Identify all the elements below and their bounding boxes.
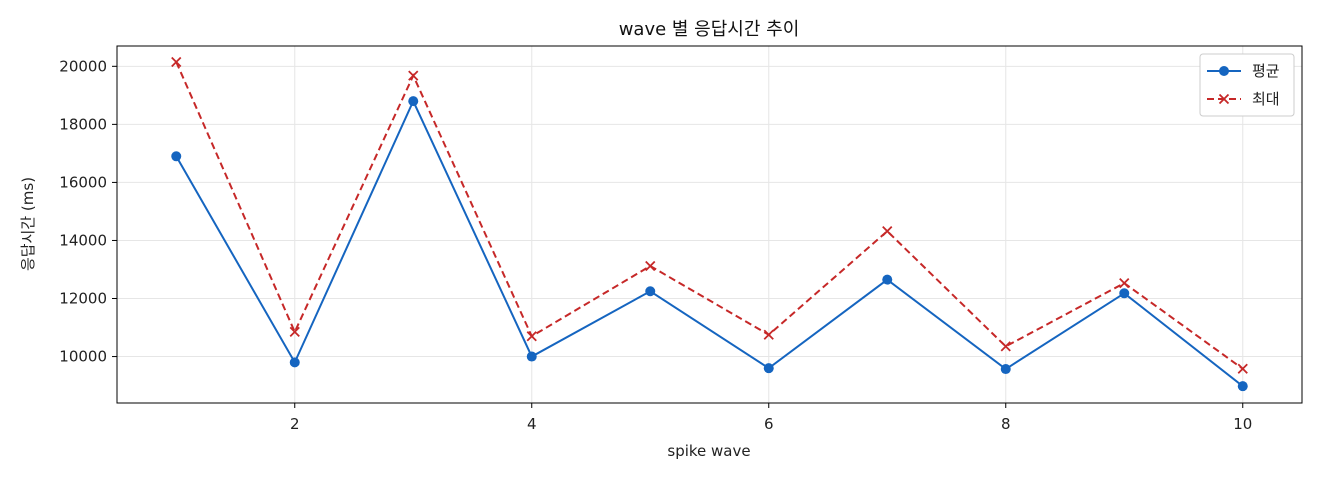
legend-item: 최대	[1207, 90, 1280, 108]
data-point	[1237, 363, 1248, 374]
x-tick-label: 4	[527, 415, 537, 433]
y-tick-label: 10000	[59, 348, 107, 366]
data-point	[645, 260, 656, 272]
data-point	[526, 331, 537, 342]
legend-item: 평균	[1207, 62, 1280, 80]
data-point	[408, 96, 419, 107]
y-tick-label: 16000	[59, 173, 107, 191]
x-tick-label: 10	[1233, 415, 1252, 433]
legend-label: 최대	[1252, 90, 1280, 108]
data-point	[1119, 277, 1130, 289]
y-tick-label: 14000	[59, 231, 107, 249]
y-tick-label: 20000	[59, 57, 107, 75]
data-point	[171, 151, 182, 162]
data-point	[289, 357, 300, 368]
x-tick-label: 2	[290, 415, 300, 433]
legend-marker	[1219, 66, 1229, 76]
data-point	[171, 56, 182, 68]
grid	[117, 46, 1302, 403]
data-point	[1000, 341, 1011, 352]
legend-label: 평균	[1252, 62, 1280, 80]
x-tick-label: 6	[764, 415, 774, 433]
series-2	[171, 56, 1248, 374]
data-point	[763, 363, 774, 374]
data-point	[526, 351, 537, 362]
y-tick-label: 12000	[59, 290, 107, 308]
data-point	[289, 326, 300, 338]
series-line	[175, 61, 1244, 370]
data-point	[763, 329, 774, 340]
data-point	[1119, 288, 1130, 299]
legend-box	[1199, 53, 1295, 117]
x-axis-title: spike wave	[667, 442, 750, 460]
data-point	[645, 286, 656, 297]
chart-title: wave 별 응답시간 추이	[619, 19, 800, 40]
data-point	[882, 274, 893, 285]
y-axis-title: 응답시간 (ms)	[19, 177, 37, 271]
y-tick-label: 18000	[59, 115, 107, 133]
y-axis-ticks: 10000 12000 14000 16000 18000 20000	[59, 57, 117, 366]
data-point	[882, 226, 893, 237]
data-point	[408, 70, 419, 81]
data-point	[1237, 381, 1248, 392]
series-1	[171, 96, 1248, 392]
data-point	[1000, 364, 1011, 375]
series-line	[175, 98, 1244, 387]
x-tick-label: 8	[1001, 415, 1011, 433]
plot-area-frame	[116, 45, 1303, 404]
series-group	[171, 56, 1248, 392]
legend-marker	[1218, 93, 1230, 105]
x-axis-ticks: 2 4 6 8 10	[290, 403, 1252, 433]
